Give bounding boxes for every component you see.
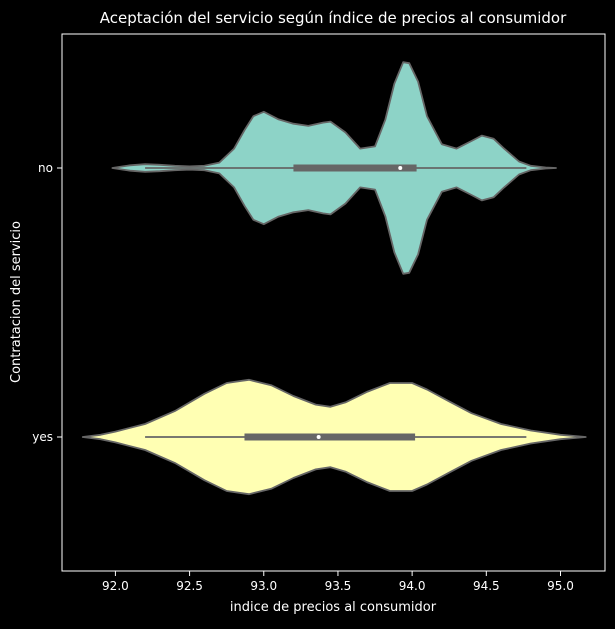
x-tick-label: 93.0 <box>250 579 277 593</box>
iqr-box-no <box>293 164 417 172</box>
x-tick-label: 95.0 <box>547 579 574 593</box>
x-tick-label: 94.5 <box>473 579 500 593</box>
plot-area <box>61 33 606 572</box>
chart-title: Aceptación del servicio según índice de … <box>100 9 567 27</box>
x-tick-label: 94.0 <box>399 579 426 593</box>
x-axis-ticks: 92.0 92.5 93.0 93.5 94.0 94.5 95.0 <box>102 571 574 593</box>
median-no <box>398 166 403 170</box>
x-tick-label: 93.5 <box>325 579 352 593</box>
y-tick-label: yes <box>32 430 53 444</box>
y-tick-label: no <box>38 161 53 175</box>
violins <box>81 61 587 496</box>
x-tick-label: 92.0 <box>102 579 129 593</box>
x-tick-label: 92.5 <box>176 579 203 593</box>
median-yes <box>316 435 321 439</box>
y-axis-ticks: no yes <box>32 161 62 444</box>
x-axis-label: indice de precios al consumidor <box>230 600 437 615</box>
iqr-box-yes <box>244 433 416 441</box>
y-axis-label: Contratacion del servicio <box>9 221 24 383</box>
